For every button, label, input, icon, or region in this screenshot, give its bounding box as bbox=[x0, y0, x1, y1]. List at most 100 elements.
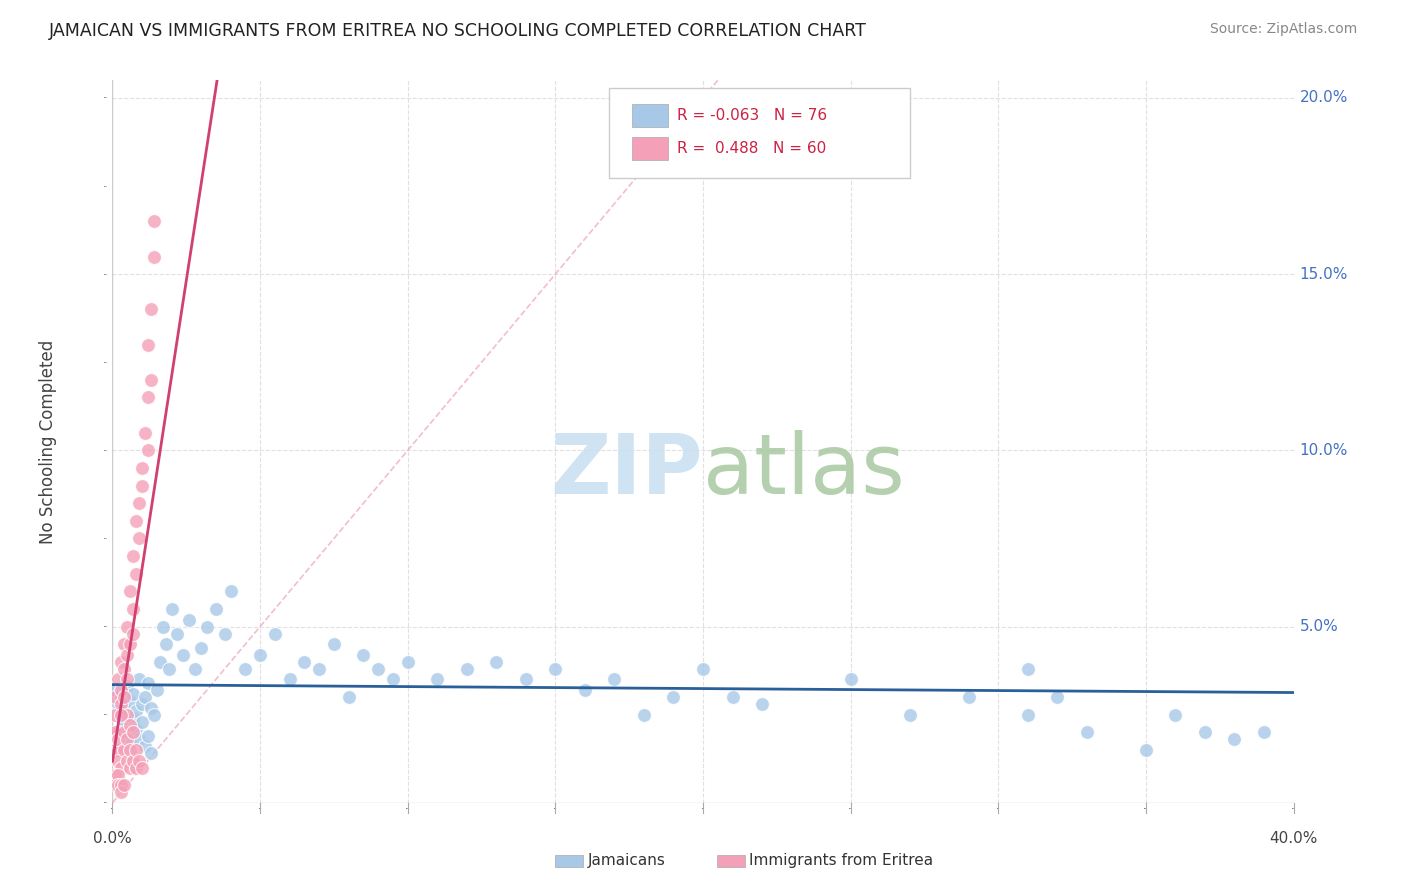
Point bbox=[898, 707, 921, 722]
Point bbox=[117, 648, 138, 662]
Point bbox=[544, 662, 567, 676]
FancyBboxPatch shape bbox=[609, 87, 910, 178]
Point bbox=[122, 602, 145, 616]
Point bbox=[112, 662, 135, 676]
Point bbox=[839, 673, 862, 687]
Point bbox=[110, 785, 132, 799]
Point bbox=[139, 302, 162, 317]
Point bbox=[136, 337, 159, 351]
Point bbox=[128, 496, 150, 510]
Point bbox=[382, 673, 405, 687]
Point bbox=[136, 676, 159, 690]
Point bbox=[139, 373, 162, 387]
FancyBboxPatch shape bbox=[633, 136, 668, 160]
Point bbox=[134, 425, 156, 440]
Text: 40.0%: 40.0% bbox=[1270, 831, 1317, 846]
Point bbox=[603, 673, 626, 687]
Point bbox=[662, 690, 685, 704]
Point bbox=[122, 549, 145, 563]
Point bbox=[195, 619, 218, 633]
Point bbox=[117, 673, 138, 687]
Point bbox=[120, 760, 142, 774]
Point bbox=[633, 707, 655, 722]
Point bbox=[117, 619, 138, 633]
Text: atlas: atlas bbox=[703, 430, 904, 511]
Point bbox=[117, 707, 138, 722]
Point bbox=[112, 700, 135, 714]
Text: 15.0%: 15.0% bbox=[1299, 267, 1348, 282]
Point bbox=[396, 655, 419, 669]
Point bbox=[692, 662, 714, 676]
Point bbox=[110, 707, 132, 722]
FancyBboxPatch shape bbox=[633, 104, 668, 128]
Point bbox=[1046, 690, 1069, 704]
Point bbox=[120, 743, 142, 757]
Point bbox=[122, 711, 145, 725]
Point bbox=[117, 732, 138, 747]
Point bbox=[721, 690, 744, 704]
Point bbox=[110, 683, 132, 698]
Point bbox=[107, 725, 129, 739]
Text: Immigrants from Eritrea: Immigrants from Eritrea bbox=[749, 854, 934, 868]
Point bbox=[110, 760, 132, 774]
Point bbox=[131, 714, 153, 729]
Point bbox=[125, 722, 148, 736]
Point bbox=[104, 778, 127, 792]
Point bbox=[149, 655, 172, 669]
Point bbox=[125, 760, 148, 774]
Text: R =  0.488   N = 60: R = 0.488 N = 60 bbox=[678, 141, 827, 156]
Point bbox=[1017, 662, 1039, 676]
Point bbox=[152, 619, 174, 633]
Point bbox=[125, 566, 148, 581]
Point bbox=[139, 747, 162, 761]
Point bbox=[104, 690, 127, 704]
Point bbox=[120, 736, 142, 750]
Point bbox=[122, 687, 145, 701]
Point bbox=[323, 637, 346, 651]
Point bbox=[112, 637, 135, 651]
Point bbox=[142, 707, 165, 722]
Point bbox=[110, 655, 132, 669]
Point bbox=[120, 584, 142, 599]
Point bbox=[485, 655, 508, 669]
Text: 5.0%: 5.0% bbox=[1299, 619, 1339, 634]
Point bbox=[1135, 743, 1157, 757]
Point bbox=[128, 754, 150, 768]
Point bbox=[219, 584, 242, 599]
Text: R = -0.063   N = 76: R = -0.063 N = 76 bbox=[678, 108, 827, 123]
Point bbox=[337, 690, 360, 704]
Point bbox=[117, 680, 138, 694]
Point bbox=[352, 648, 374, 662]
Point bbox=[367, 662, 389, 676]
Point bbox=[112, 725, 135, 739]
Point bbox=[128, 732, 150, 747]
Point bbox=[1194, 725, 1216, 739]
Text: 20.0%: 20.0% bbox=[1299, 90, 1348, 105]
Point bbox=[308, 662, 330, 676]
Point bbox=[136, 729, 159, 743]
Point bbox=[107, 732, 129, 747]
Point bbox=[190, 640, 212, 655]
Point bbox=[117, 725, 138, 739]
Point bbox=[131, 478, 153, 492]
Point bbox=[110, 690, 132, 704]
Point bbox=[112, 718, 135, 732]
Text: JAMAICAN VS IMMIGRANTS FROM ERITREA NO SCHOOLING COMPLETED CORRELATION CHART: JAMAICAN VS IMMIGRANTS FROM ERITREA NO S… bbox=[49, 22, 868, 40]
Point bbox=[142, 250, 165, 264]
Point bbox=[134, 690, 156, 704]
Point bbox=[136, 443, 159, 458]
Point bbox=[1253, 725, 1275, 739]
Point bbox=[292, 655, 315, 669]
Point bbox=[104, 683, 127, 698]
Point bbox=[107, 778, 129, 792]
Point bbox=[1223, 732, 1246, 747]
Point bbox=[515, 673, 537, 687]
Point bbox=[131, 760, 153, 774]
Point bbox=[112, 743, 135, 757]
Text: ZIP: ZIP bbox=[551, 430, 703, 511]
Point bbox=[456, 662, 478, 676]
Point bbox=[146, 683, 169, 698]
Point bbox=[957, 690, 980, 704]
Point bbox=[233, 662, 256, 676]
Point bbox=[139, 700, 162, 714]
